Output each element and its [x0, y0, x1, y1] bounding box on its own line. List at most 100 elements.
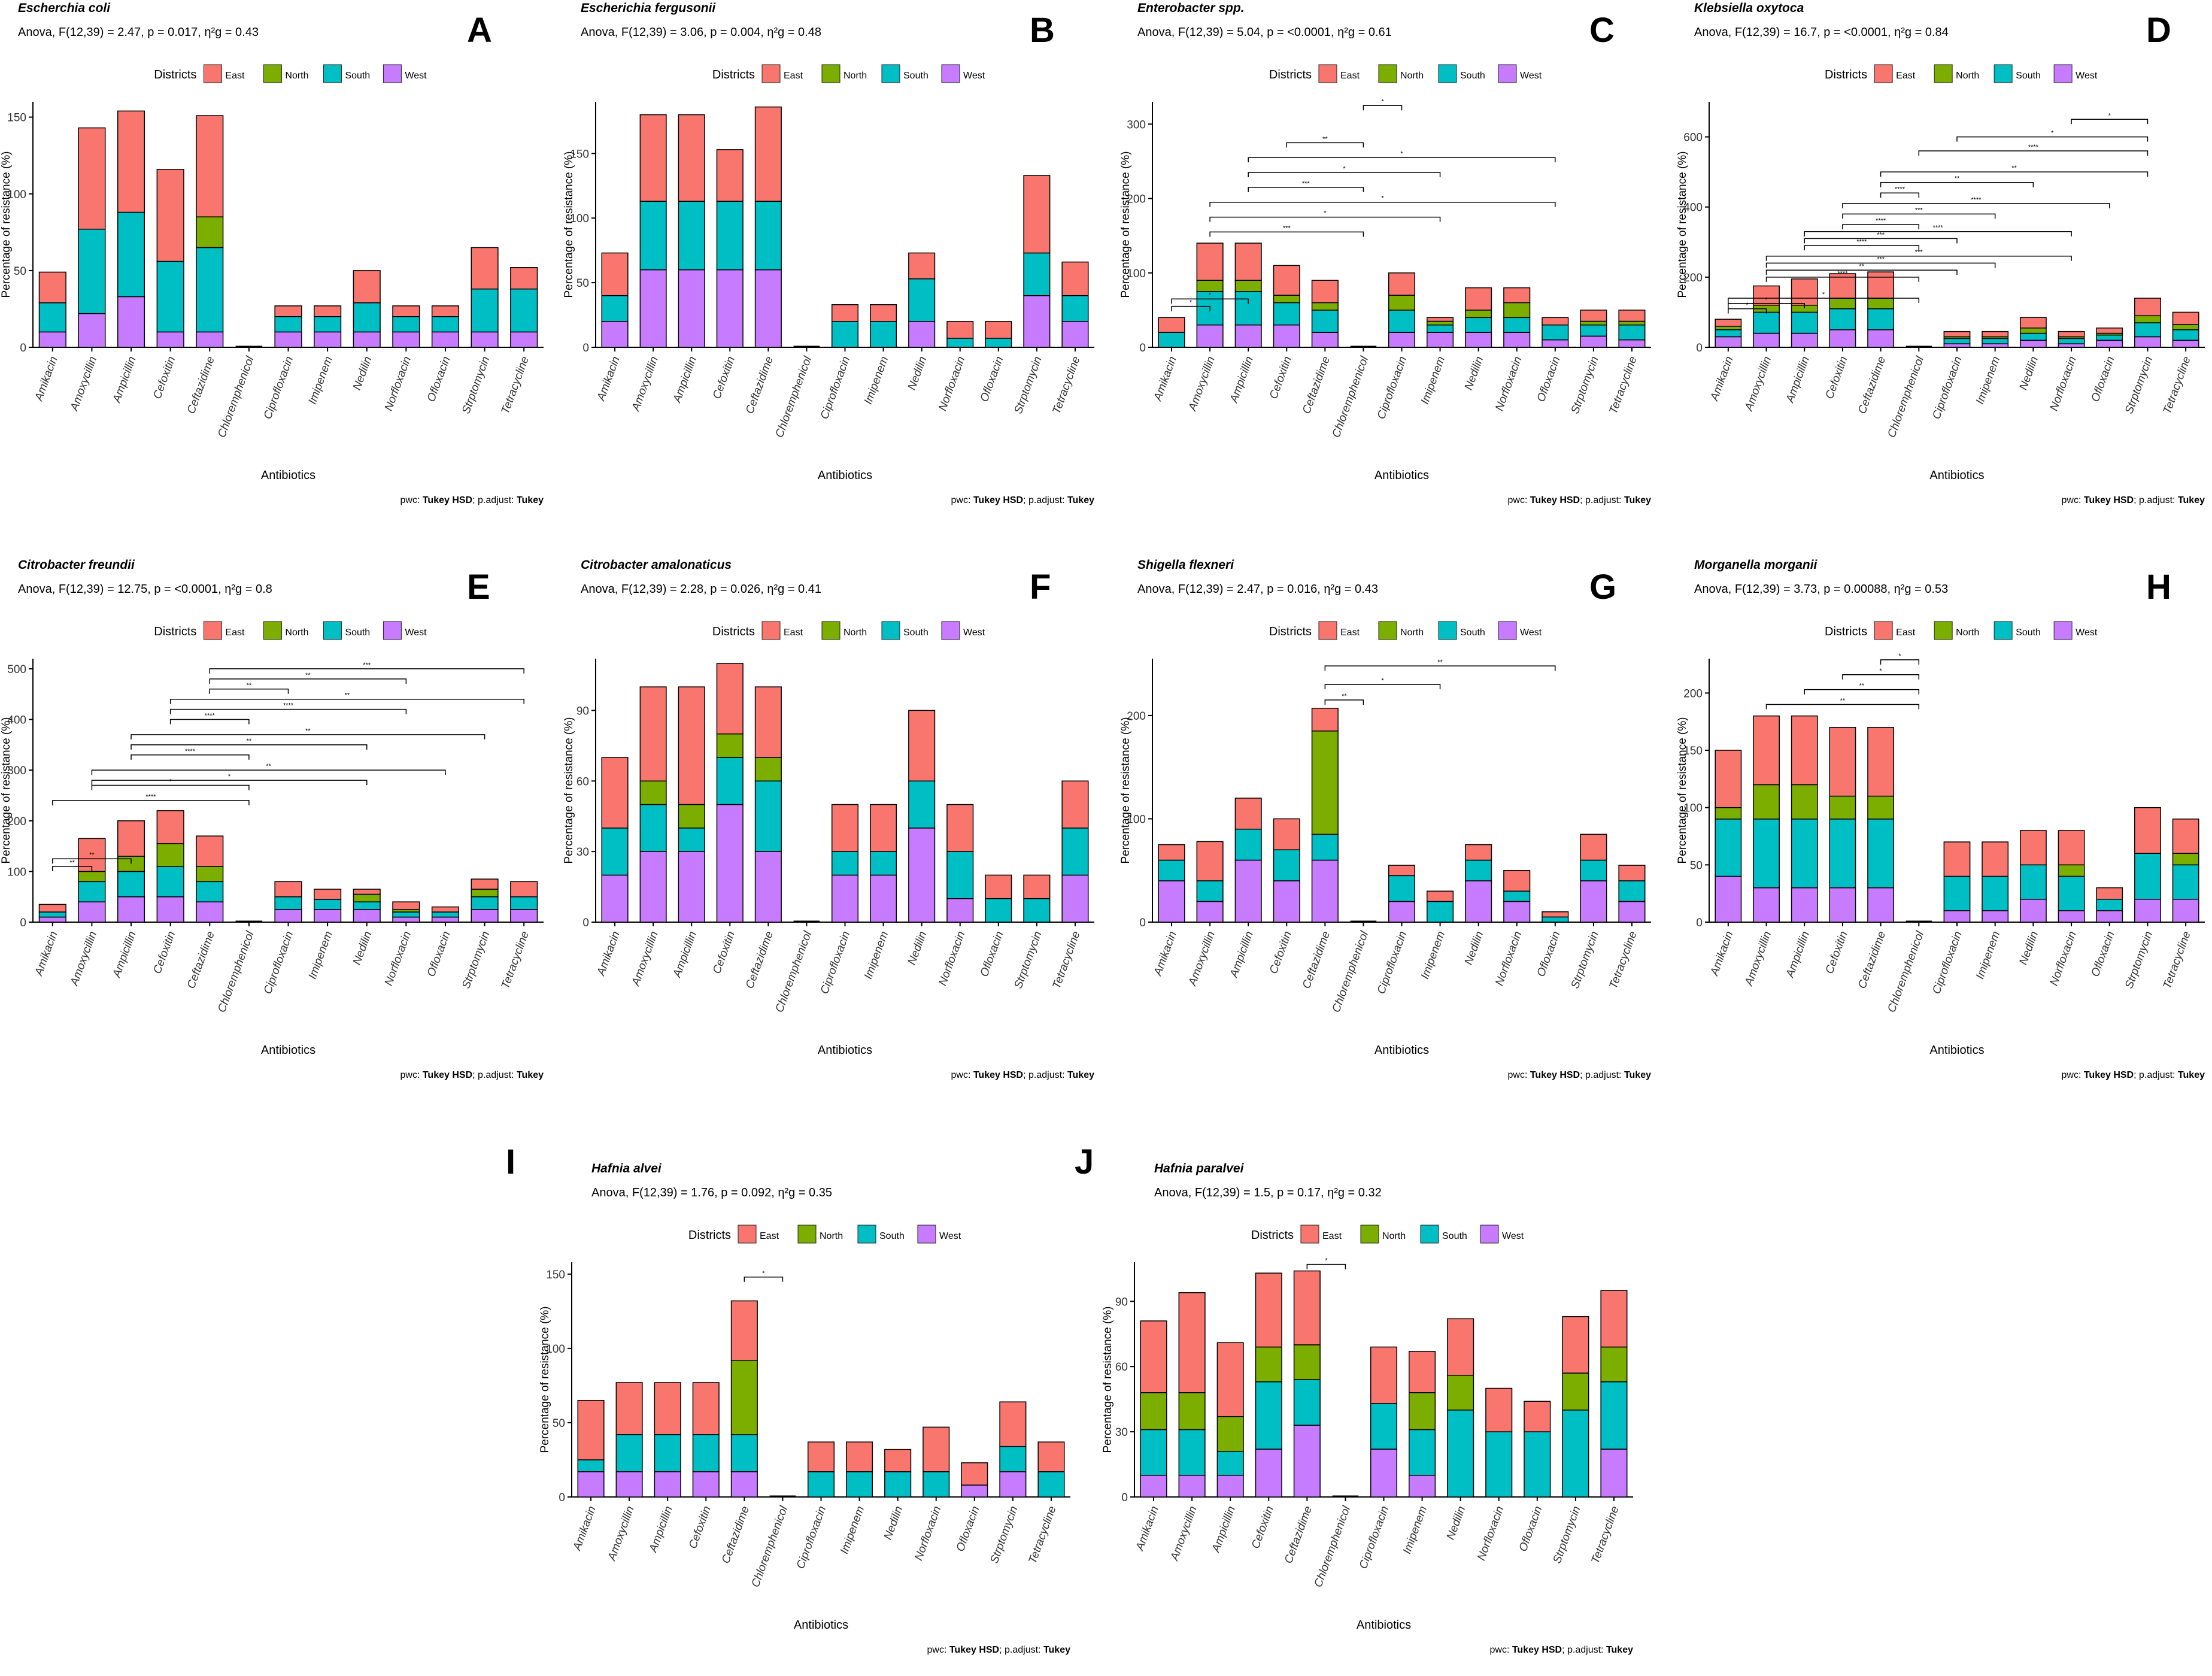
significance-label: ****: [2028, 144, 2039, 151]
significance-bracket: [209, 668, 524, 674]
significance-label: **: [247, 682, 252, 689]
x-tick-label: Amoxycillin: [1743, 355, 1774, 413]
bar-segment-south: [908, 780, 936, 829]
bar-segment-north: [1829, 298, 1856, 310]
anova-stats: Anova, F(12,39) = 12.75, p = <0.0001, η²…: [18, 583, 272, 596]
bar-segment-east: [1216, 1342, 1244, 1417]
significance-bracket: [1286, 142, 1364, 148]
x-tick-label: Amikacin: [1151, 930, 1179, 978]
bar-segment-west: [1061, 321, 1089, 348]
significance-label: ***: [1283, 225, 1291, 232]
bar-segment-east: [1023, 874, 1051, 899]
significance-label: *: [1381, 98, 1384, 105]
bar-segment-south: [1542, 324, 1569, 341]
significance-label: **: [305, 672, 311, 679]
footer-part: pwc:: [927, 1645, 949, 1655]
legend-label: East: [1340, 71, 1360, 81]
y-tick-label: 300: [1127, 119, 1146, 131]
legend-title: Districts: [712, 68, 755, 81]
footer-part: Tukey HSD: [949, 1645, 999, 1655]
bar-segment-east: [2019, 830, 2047, 866]
y-tick-label: 600: [1683, 132, 1703, 144]
bar-segment-south: [1829, 308, 1856, 331]
bar-segment-west: [2134, 336, 2161, 348]
x-axis-label: Antibiotics: [261, 1044, 315, 1057]
significance-label: *: [1325, 1257, 1328, 1265]
y-tick-label: 0: [1121, 1492, 1128, 1504]
bar-segment-east: [510, 881, 538, 898]
bar-segment-south: [510, 896, 538, 910]
bar-segment-west: [1196, 901, 1224, 923]
bar-segment-north: [2019, 328, 2047, 334]
legend-swatch-north: [1378, 64, 1397, 83]
bar-segment-west: [1715, 875, 1742, 923]
x-tick-label: Ampicillin: [670, 930, 699, 980]
significance-bracket: [1209, 231, 1364, 237]
significance-bracket: [131, 734, 486, 739]
bar-segment-south: [1311, 834, 1339, 861]
significance-bracket: [1842, 224, 1920, 229]
bar-segment-south: [870, 851, 897, 876]
chart-title: Escherchia coli: [18, 1, 111, 15]
bar-segment-west: [716, 269, 744, 348]
y-tick-label: 150: [546, 1269, 565, 1281]
x-tick-label: Amoxycillin: [629, 930, 661, 988]
bar-segment-west: [78, 313, 106, 348]
bar-segment-west: [431, 331, 460, 348]
x-tick-label: Imipenem: [1419, 930, 1448, 981]
footer-part: Tukey HSD: [2084, 1070, 2134, 1080]
legend-label: North: [1400, 71, 1424, 81]
bar-segment-south: [846, 1471, 873, 1498]
bar-segment-south: [716, 757, 744, 805]
significance-label: ***: [1877, 256, 1885, 263]
bar-segment-south: [1791, 819, 1818, 889]
bar-segment-east: [999, 1401, 1027, 1447]
footer-part: pwc:: [1489, 1645, 1512, 1655]
x-tick-label: Cefoxitin: [151, 930, 178, 976]
legend-title: Districts: [712, 625, 755, 638]
bar-segment-south: [1061, 828, 1089, 876]
bar-segment-west: [274, 909, 302, 923]
bar-segment-south: [730, 1434, 758, 1472]
x-tick-label: Nedilin: [906, 355, 930, 392]
y-tick-label: 300: [7, 765, 26, 777]
x-tick-label: Amikacin: [1708, 355, 1735, 404]
x-tick-label: Amikacin: [1151, 355, 1179, 404]
bar-segment-north: [1196, 280, 1224, 292]
bar-segment-west: [353, 909, 381, 923]
bar-segment-east: [1273, 818, 1300, 850]
x-tick-label: Ciprofloxacin: [1375, 930, 1409, 996]
bar-segment-east: [716, 663, 744, 735]
bar-segment-west: [1427, 332, 1454, 348]
bar-segment-south: [1061, 295, 1089, 322]
bar-segment-east: [2134, 298, 2161, 317]
bar-segment-east: [1370, 1346, 1398, 1404]
x-tick-label: Strptomycin: [460, 355, 492, 416]
bar-segment-south: [908, 278, 936, 322]
bar-segment-west: [1216, 1474, 1244, 1498]
bar-segment-south: [639, 804, 667, 852]
x-tick-label: Ceftazidime: [1282, 1505, 1315, 1565]
bar-segment-west: [1943, 343, 1971, 348]
panel-letter: F: [1030, 568, 1051, 607]
y-tick-label: 200: [1683, 272, 1703, 284]
bar-segment-south: [1388, 310, 1416, 333]
bar-segment-west: [2058, 343, 2085, 348]
bar-segment-west: [156, 331, 184, 348]
legend-label: North: [285, 628, 308, 638]
panel-letter: D: [2146, 11, 2171, 50]
panel-c: C Enterobacter spp. Anova, F(12,39) = 5.04…: [1119, 1, 1651, 505]
bar-segment-east: [431, 906, 460, 913]
bar-segment-south: [1982, 338, 2009, 344]
legend-swatch-south: [1420, 1225, 1439, 1244]
footer-part: pwc:: [400, 495, 422, 505]
x-tick-label: Amikacin: [32, 930, 60, 978]
legend-label: East: [1896, 628, 1916, 638]
bar-segment-east: [2019, 317, 2047, 329]
y-tick-label: 200: [7, 816, 26, 828]
significance-bracket: [1728, 303, 1805, 308]
bar-segment-north: [1503, 302, 1531, 319]
x-tick-label: Tetracycline: [1607, 930, 1639, 991]
bar-segment-east: [314, 305, 342, 317]
bar-segment-south: [946, 851, 974, 899]
